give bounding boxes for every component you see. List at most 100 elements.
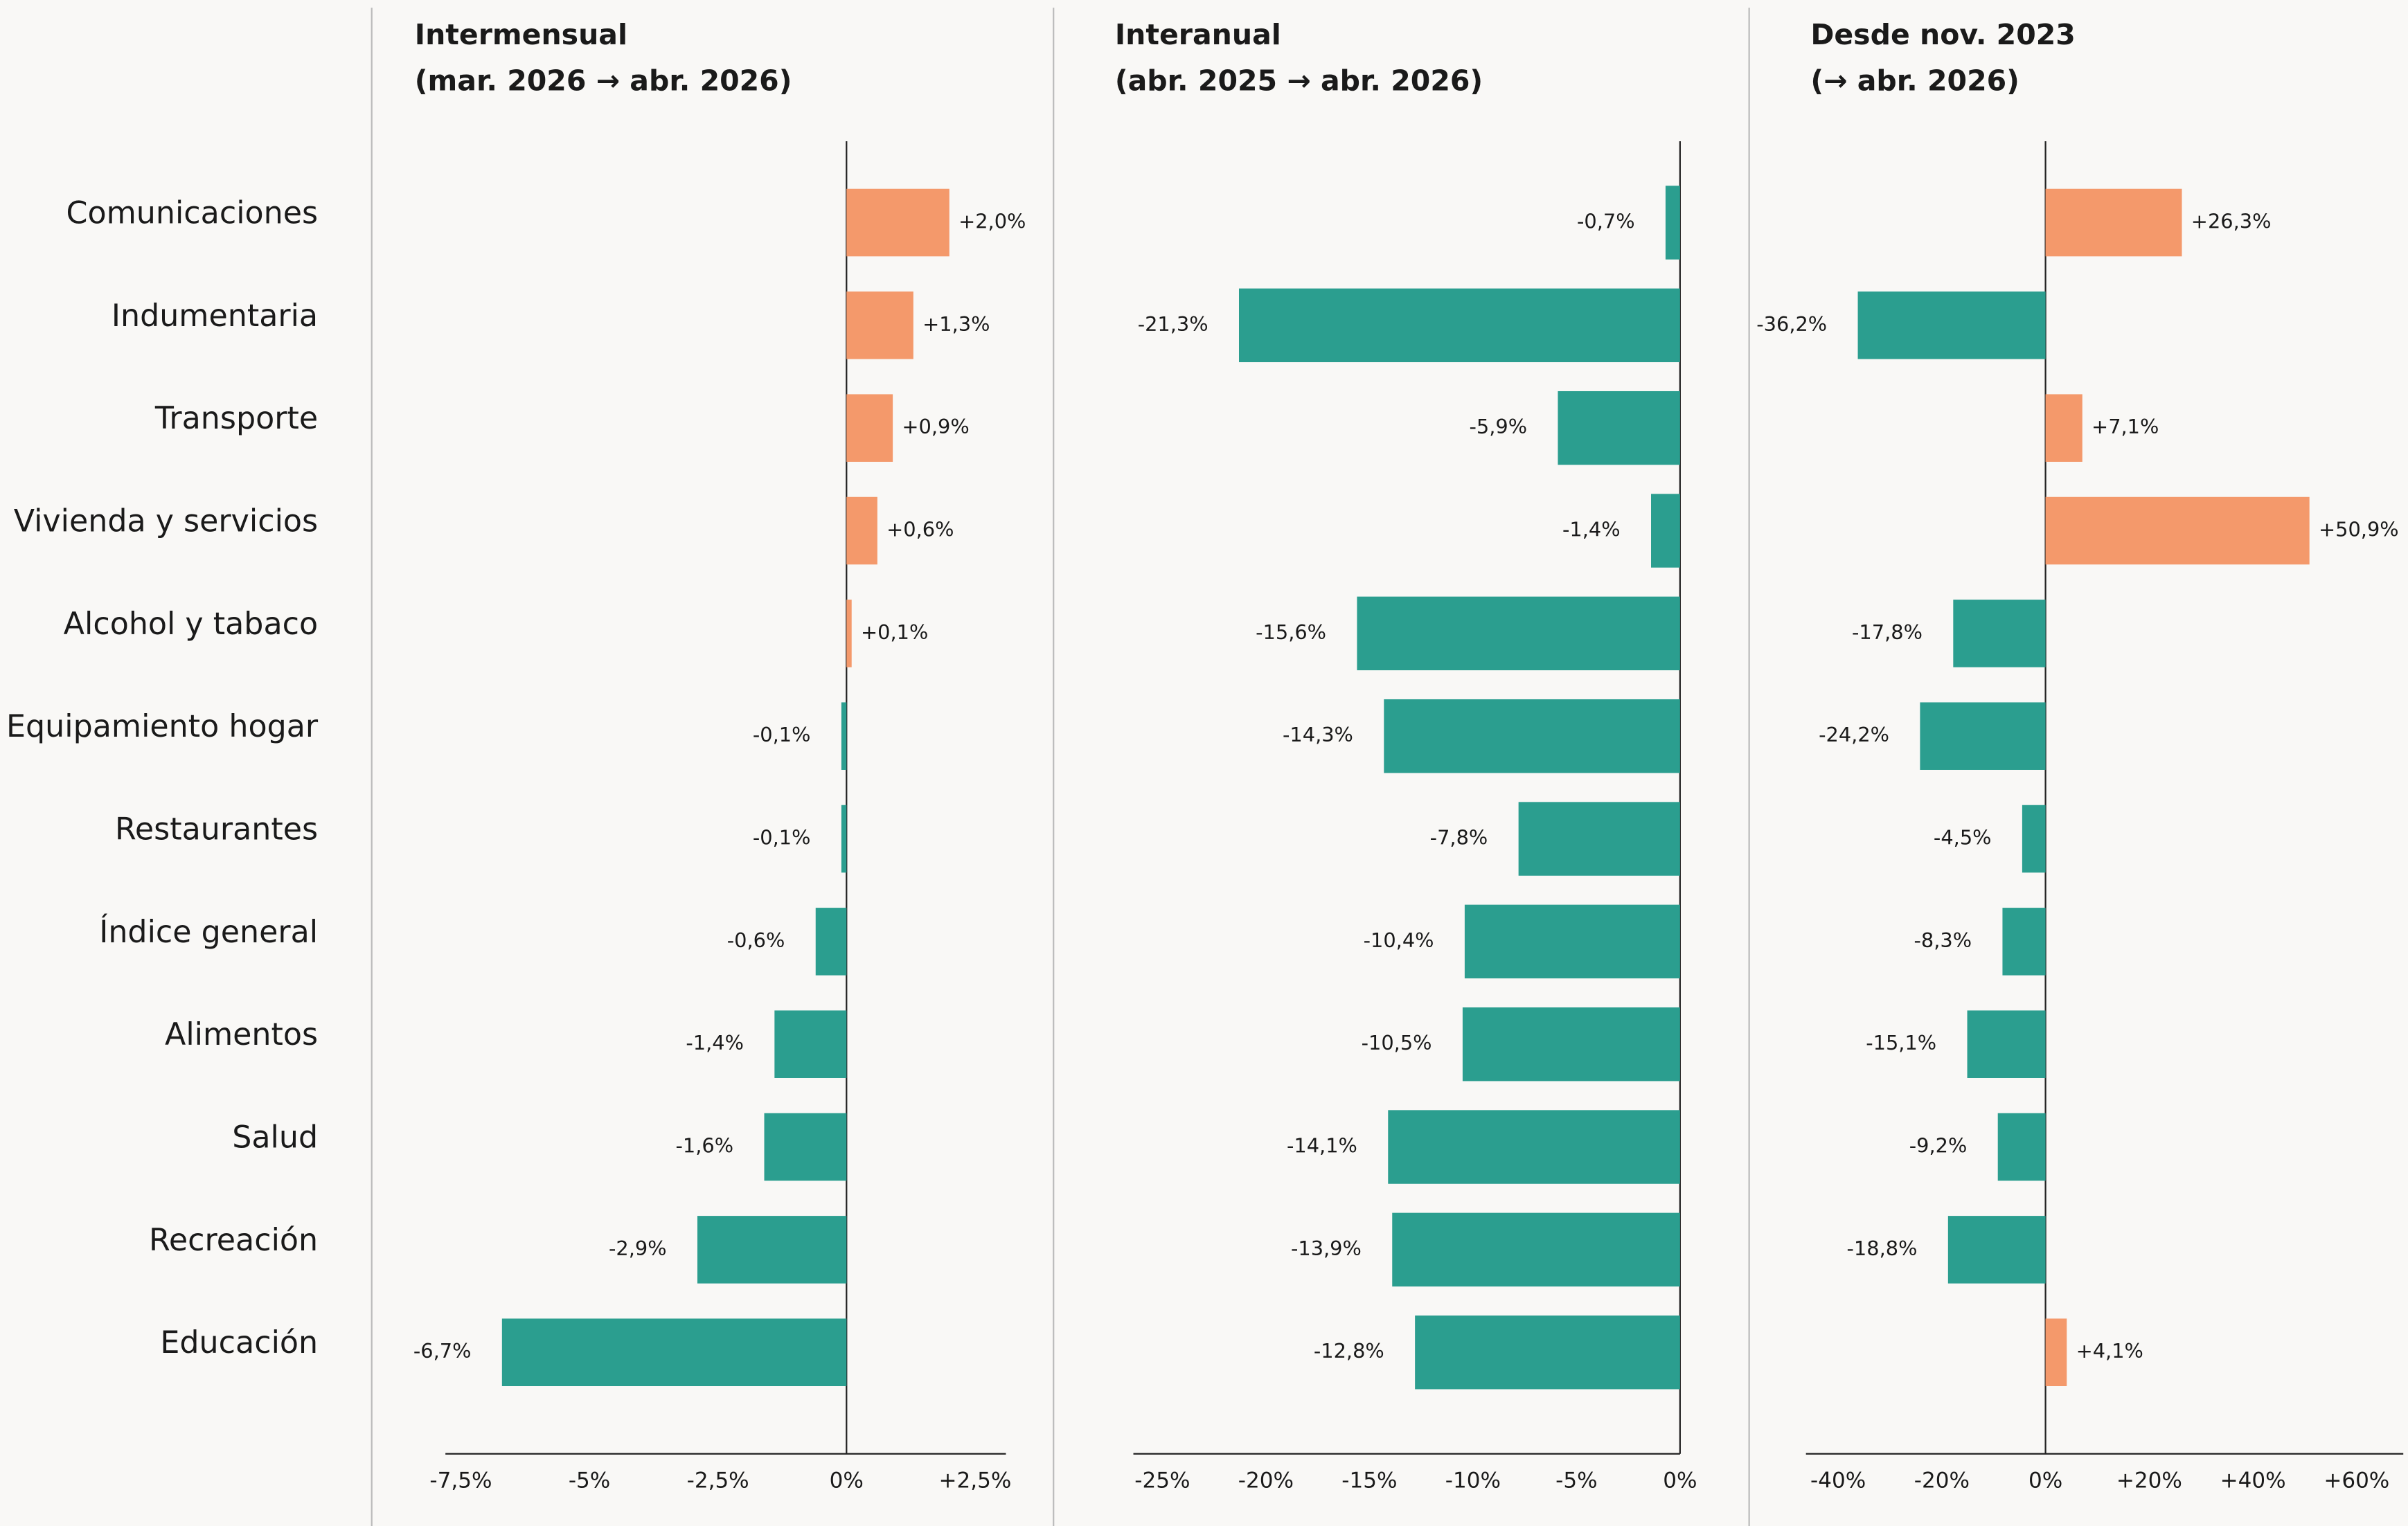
x-tick-label: 0% (2028, 1469, 2062, 1493)
x-tick-label: -5% (569, 1469, 610, 1493)
x-tick-label: -20% (1914, 1469, 1970, 1493)
bar (1857, 291, 2046, 359)
value-label: -10,4% (1364, 928, 1434, 952)
bar (841, 702, 847, 770)
category-label: Alcohol y tabaco (64, 607, 318, 642)
bar (1464, 904, 1680, 979)
x-tick-label: -40% (1810, 1469, 1866, 1493)
x-tick-label: -5% (1555, 1469, 1597, 1493)
value-label: -1,4% (1562, 518, 1621, 541)
category-label: Equipamiento hogar (6, 709, 319, 744)
x-tick-label: +20% (2116, 1469, 2182, 1493)
value-label: +4,1% (2076, 1339, 2143, 1363)
bar (846, 291, 913, 359)
value-label: -24,2% (1819, 723, 1889, 746)
bar (1357, 596, 1680, 671)
x-tick-label: -10% (1445, 1469, 1501, 1493)
bar (846, 496, 877, 565)
category-label: Índice general (99, 913, 318, 950)
bar (2022, 805, 2046, 873)
value-label: +50,9% (2319, 518, 2399, 541)
bar (846, 394, 893, 462)
value-label: -10,5% (1362, 1031, 1432, 1054)
bar (2045, 1318, 2067, 1387)
value-label: -21,3% (1138, 312, 1209, 336)
bar (2045, 394, 2083, 462)
bar (1651, 494, 1680, 568)
bar (1462, 1007, 1680, 1081)
bar (1997, 1113, 2046, 1181)
value-label: +26,3% (2191, 210, 2272, 233)
x-tick-label: -15% (1341, 1469, 1397, 1493)
value-label: -14,1% (1287, 1134, 1357, 1158)
value-label: +0,6% (886, 518, 954, 541)
bar (1238, 288, 1680, 363)
bar (1415, 1316, 1680, 1390)
value-label: -0,6% (727, 928, 785, 952)
value-label: -0,1% (753, 723, 811, 746)
category-label: Indumentaria (112, 298, 318, 334)
bar (774, 1010, 847, 1078)
value-label: +0,1% (861, 620, 928, 644)
chart-title: Interanual (1115, 18, 1281, 51)
category-label: Recreación (149, 1223, 318, 1258)
x-tick-label: 0% (1663, 1469, 1697, 1493)
bar (1388, 1110, 1680, 1184)
chart-title: (abr. 2025 → abr. 2026) (1115, 64, 1483, 98)
bar (1392, 1212, 1680, 1287)
value-label: -0,1% (753, 826, 811, 850)
value-label: -2,9% (609, 1237, 667, 1260)
value-label: -14,3% (1283, 723, 1353, 746)
value-label: -18,8% (1847, 1237, 1918, 1260)
chart-title: Intermensual (415, 18, 627, 51)
bar (1384, 699, 1680, 773)
bar (2002, 908, 2046, 976)
bar (1665, 186, 1680, 260)
category-label: Alimentos (165, 1017, 318, 1052)
value-label: +2,0% (958, 210, 1026, 233)
bar (1947, 1216, 2046, 1284)
category-label: Vivienda y servicios (14, 503, 318, 539)
bar (2045, 188, 2182, 257)
x-tick-label: -7,5% (429, 1469, 492, 1493)
value-label: -36,2% (1756, 312, 1827, 336)
value-label: +7,1% (2092, 415, 2159, 438)
x-tick-label: +2,5% (938, 1469, 1011, 1493)
bar (841, 805, 847, 873)
value-label: -8,3% (1914, 928, 1972, 952)
value-label: -5,9% (1469, 415, 1527, 438)
category-label: Comunicaciones (66, 195, 319, 231)
value-label: -13,9% (1291, 1237, 1362, 1260)
value-label: +1,3% (922, 312, 990, 336)
value-label: -9,2% (1909, 1134, 1968, 1158)
value-label: -0,7% (1577, 210, 1635, 233)
x-tick-label: -25% (1134, 1469, 1190, 1493)
bar (846, 188, 949, 257)
value-label: -12,8% (1314, 1339, 1384, 1363)
bar (846, 600, 852, 667)
category-label: Transporte (154, 401, 318, 436)
category-label: Salud (232, 1120, 318, 1155)
value-label: -7,8% (1430, 826, 1488, 850)
bar (815, 908, 847, 976)
value-label: -6,7% (413, 1339, 472, 1363)
bar (1518, 802, 1680, 876)
bar (697, 1216, 847, 1284)
x-tick-label: -2,5% (687, 1469, 749, 1493)
value-label: +0,9% (902, 415, 969, 438)
x-tick-label: -20% (1238, 1469, 1294, 1493)
value-label: -1,6% (676, 1134, 734, 1158)
chart-title: Desde nov. 2023 (1810, 18, 2076, 51)
chart-title: (mar. 2026 → abr. 2026) (415, 64, 792, 98)
value-label: -17,8% (1852, 620, 1923, 644)
x-tick-label: +40% (2220, 1469, 2286, 1493)
x-tick-label: +60% (2324, 1469, 2389, 1493)
value-label: -15,1% (1866, 1031, 1936, 1054)
bar (1953, 600, 2046, 667)
bar (2045, 496, 2310, 565)
chart-title: (→ abr. 2026) (1810, 64, 2019, 98)
value-label: -1,4% (686, 1031, 744, 1054)
category-label: Restaurantes (115, 811, 318, 847)
